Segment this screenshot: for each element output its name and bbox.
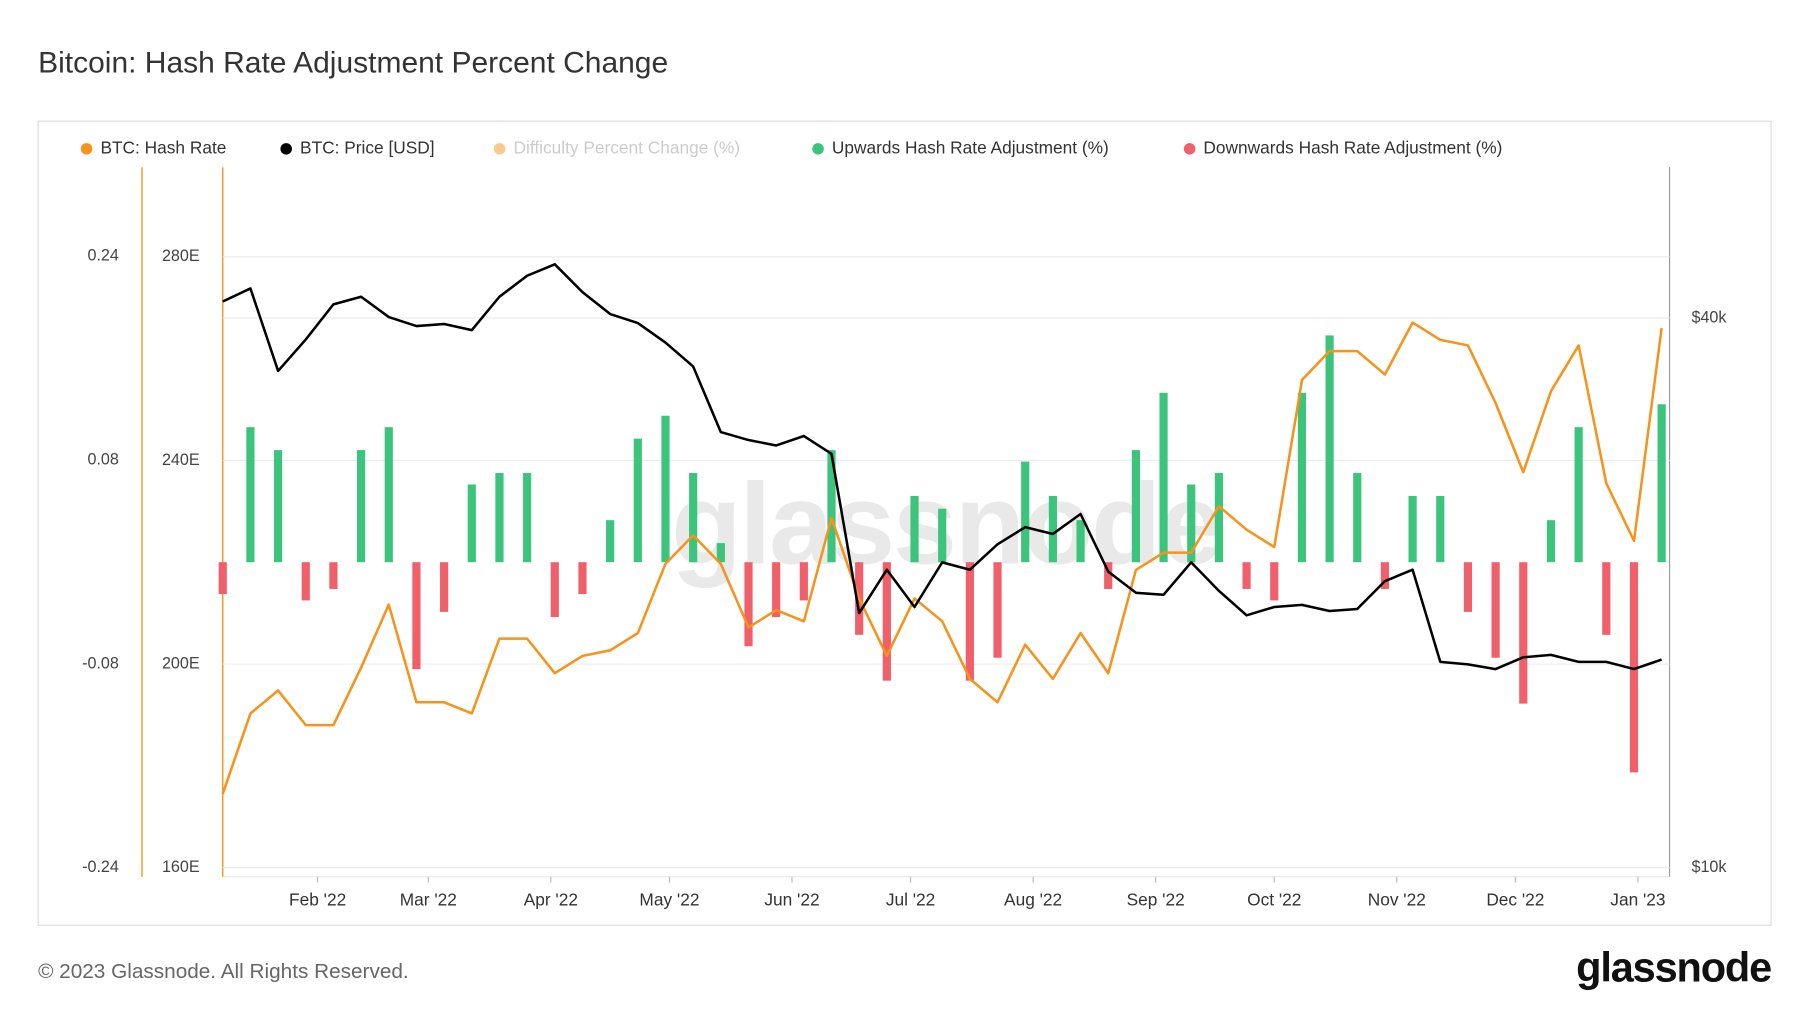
y-tick-label: 0.24 [87, 247, 118, 265]
bar [1270, 562, 1279, 601]
chart-frame [37, 120, 1772, 926]
bar [1214, 473, 1224, 563]
bar [1657, 404, 1666, 563]
bar [1325, 335, 1334, 563]
bar [1546, 520, 1556, 563]
bar [550, 562, 559, 617]
x-tick-label: Oct '22 [1247, 890, 1301, 910]
bar [910, 495, 919, 563]
x-tick-label: Feb '22 [289, 890, 346, 910]
bar [965, 562, 974, 681]
legend-marker [493, 143, 506, 155]
legend-item[interactable]: Difficulty Percent Change (%) [493, 137, 740, 157]
bar [661, 415, 670, 563]
bar [1187, 484, 1196, 563]
bar [799, 562, 808, 601]
x-tick-label: Sep '22 [1127, 890, 1185, 910]
bar [1463, 562, 1473, 612]
bar [357, 450, 366, 563]
y-tick-label: -0.08 [82, 654, 119, 672]
bar [1297, 392, 1307, 563]
line [222, 263, 1663, 671]
legend-marker [812, 143, 824, 155]
bar [744, 562, 753, 647]
legend-marker [280, 143, 292, 155]
bar [1574, 427, 1583, 563]
bar [1491, 562, 1500, 658]
bar [1519, 562, 1528, 704]
bar [938, 508, 947, 563]
bar [1602, 562, 1611, 635]
bar [606, 520, 615, 563]
bar [1048, 495, 1057, 563]
y3-tick-label: $10k [1691, 858, 1727, 876]
bar [1436, 495, 1445, 563]
legend-label: BTC: Hash Rate [100, 137, 226, 157]
x-tick-label: Apr '22 [524, 890, 578, 910]
x-tick-label: May '22 [639, 890, 699, 910]
bar [440, 562, 449, 612]
legend-label: Downwards Hash Rate Adjustment (%) [1203, 137, 1502, 157]
legend-item[interactable]: Downwards Hash Rate Adjustment (%) [1183, 137, 1503, 157]
bar [578, 562, 587, 595]
legend-label: Upwards Hash Rate Adjustment (%) [832, 137, 1109, 157]
x-tick-label: Mar '22 [400, 890, 457, 910]
y2-tick-label: 160E [162, 858, 200, 876]
y3-tick-label: $40k [1691, 308, 1727, 326]
bar [633, 438, 642, 563]
bar [689, 473, 698, 563]
bar [882, 562, 891, 681]
x-tick-label: Aug '22 [1004, 890, 1062, 910]
x-tick-label: Dec '22 [1486, 890, 1544, 910]
bar [1021, 461, 1030, 563]
x-tick-label: Jul '22 [886, 890, 935, 910]
y2-tick-label: 280E [162, 247, 200, 265]
bar [993, 562, 1002, 658]
bar [1629, 562, 1639, 773]
legend-item[interactable]: Upwards Hash Rate Adjustment (%) [812, 137, 1109, 157]
x-tick-label: Nov '22 [1368, 890, 1426, 910]
y-tick-label: 0.08 [87, 451, 118, 469]
bar [273, 450, 283, 563]
x-tick-label: Jan '23 [1610, 890, 1665, 910]
bar [1159, 392, 1168, 563]
x-tick-label: Jun '22 [764, 890, 819, 910]
logo[interactable]: glassnode [1576, 943, 1772, 990]
y2-tick-label: 200E [162, 654, 200, 672]
legend-marker [80, 143, 93, 155]
page-title: Bitcoin: Hash Rate Adjustment Percent Ch… [38, 47, 668, 80]
bar [1104, 562, 1113, 589]
bar [1380, 562, 1390, 589]
line [221, 321, 1663, 795]
bar [772, 562, 781, 617]
legend-item[interactable]: BTC: Hash Rate [80, 137, 227, 157]
footer: © 2023 Glassnode. All Rights Reserved. [38, 960, 409, 983]
y-tick-label: -0.24 [82, 858, 119, 876]
bar [412, 562, 421, 670]
bar [1131, 450, 1140, 563]
watermark: glassnode [671, 461, 1221, 589]
bar [523, 473, 532, 563]
bar [1353, 473, 1362, 563]
bar [301, 562, 310, 601]
bar [467, 484, 476, 563]
bar [218, 562, 227, 595]
legend-item[interactable]: BTC: Price [USD] [280, 137, 435, 157]
bar [1076, 520, 1085, 563]
bar [495, 473, 504, 563]
y2-tick-label: 240E [162, 451, 200, 469]
bar [1408, 495, 1417, 563]
legend-label: Difficulty Percent Change (%) [513, 137, 740, 157]
legend-label: BTC: Price [USD] [300, 137, 435, 157]
bar [716, 543, 725, 563]
bar [1242, 562, 1251, 589]
bar [384, 427, 393, 563]
bar [246, 427, 255, 563]
legend-marker [1183, 143, 1196, 155]
bar [329, 562, 338, 589]
bar [827, 450, 836, 563]
